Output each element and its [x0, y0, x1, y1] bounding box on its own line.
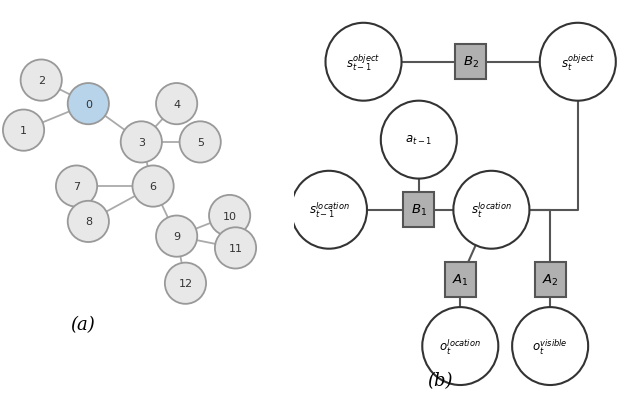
Text: 3: 3: [138, 137, 145, 148]
Circle shape: [3, 110, 44, 151]
Text: 2: 2: [38, 76, 45, 86]
Bar: [534, 263, 566, 298]
Text: $B_2$: $B_2$: [463, 55, 479, 70]
Circle shape: [180, 122, 221, 163]
Text: 7: 7: [73, 182, 80, 191]
Text: $A_2$: $A_2$: [542, 273, 559, 288]
Text: $s_t^{object}$: $s_t^{object}$: [561, 52, 595, 73]
Ellipse shape: [512, 308, 588, 385]
Text: $o_t^{visible}$: $o_t^{visible}$: [532, 337, 568, 356]
Text: 4: 4: [173, 99, 180, 109]
Circle shape: [156, 84, 197, 125]
Text: 0: 0: [85, 99, 92, 109]
Circle shape: [68, 201, 109, 243]
Text: (b): (b): [427, 371, 452, 389]
Circle shape: [209, 196, 250, 236]
Circle shape: [165, 263, 206, 304]
Text: $s_{t-1}^{location}$: $s_{t-1}^{location}$: [308, 200, 349, 220]
Bar: [403, 193, 435, 228]
Circle shape: [132, 166, 173, 207]
Ellipse shape: [453, 171, 529, 249]
Text: 11: 11: [228, 243, 243, 253]
Circle shape: [68, 84, 109, 125]
Circle shape: [121, 122, 162, 163]
Text: $o_t^{location}$: $o_t^{location}$: [440, 337, 481, 356]
Text: 6: 6: [150, 182, 157, 191]
Text: 5: 5: [196, 137, 204, 148]
Text: $B_1$: $B_1$: [411, 203, 427, 218]
Bar: [445, 263, 476, 298]
Text: $s_{t-1}^{object}$: $s_{t-1}^{object}$: [346, 52, 381, 73]
Ellipse shape: [540, 24, 616, 101]
Text: $s_t^{location}$: $s_t^{location}$: [471, 200, 512, 220]
Text: 12: 12: [179, 279, 193, 288]
Text: 10: 10: [223, 211, 237, 221]
Text: 1: 1: [20, 126, 27, 136]
Circle shape: [20, 61, 62, 101]
Bar: [455, 45, 486, 80]
Text: $a_{t-1}$: $a_{t-1}$: [405, 134, 432, 147]
Circle shape: [156, 216, 197, 257]
Text: $A_1$: $A_1$: [452, 273, 468, 288]
Text: 9: 9: [173, 231, 180, 242]
Circle shape: [215, 228, 256, 269]
Ellipse shape: [422, 308, 499, 385]
Ellipse shape: [326, 24, 401, 101]
Text: (a): (a): [70, 315, 95, 333]
Circle shape: [56, 166, 97, 207]
Text: 8: 8: [84, 217, 92, 227]
Ellipse shape: [381, 101, 457, 179]
Ellipse shape: [291, 171, 367, 249]
